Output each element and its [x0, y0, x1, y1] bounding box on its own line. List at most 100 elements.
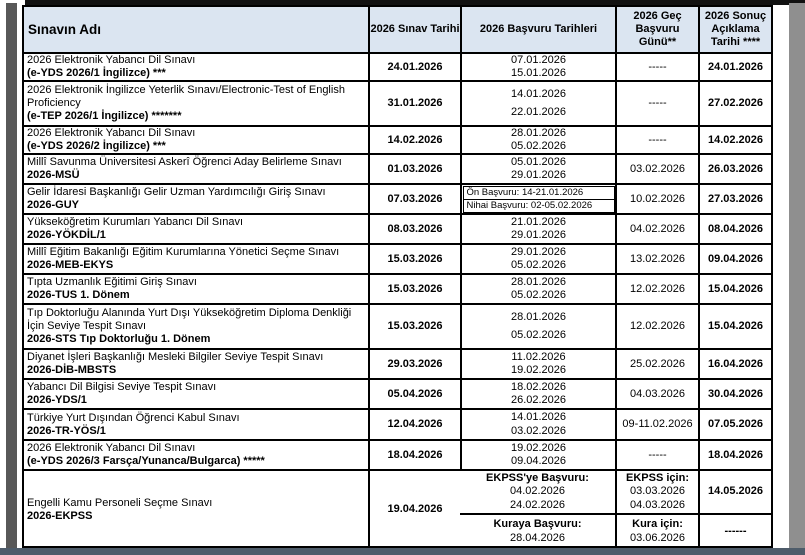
application-start: 19.02.2026 — [510, 441, 567, 454]
application-dates-cell: 28.01.2026 05.02.2026 — [460, 275, 615, 303]
exam-name-cell: Gelir İdaresi Başkanlığı Gelir Uzman Yar… — [24, 185, 368, 213]
result-date: 18.04.2026 — [707, 448, 764, 461]
application-dates-cell: 14.01.2026 22.01.2026 — [460, 82, 615, 125]
late-application-date: 09-11.02.2026 — [622, 418, 693, 430]
result-date: 14.02.2026 — [707, 133, 764, 146]
late-application-cell: 12.02.2026 — [615, 305, 698, 348]
application-end: 22.01.2026 — [510, 106, 567, 119]
ekpss-late-label: EKPSS için: — [626, 471, 689, 484]
application-start: 28.01.2026 — [510, 310, 567, 323]
late-application-cell: 03.02.2026 — [615, 155, 698, 183]
table-row-ekpss: Engelli Kamu Personeli Seçme Sınavı 2026-… — [24, 471, 771, 546]
late-application-date: 10.02.2026 — [629, 192, 686, 205]
exam-date-cell: 07.03.2026 — [368, 185, 460, 213]
table-row: Türkiye Yurt Dışından Öğrenci Kabul Sına… — [24, 410, 771, 441]
kura-late-label: Kura için: — [632, 518, 683, 530]
exam-date: 19.04.2026 — [387, 503, 443, 515]
application-end: 24.02.2026 — [509, 498, 566, 511]
page-edge-right — [789, 3, 805, 549]
late-application-cell: ----- — [615, 54, 698, 80]
late-application-date: 25.02.2026 — [629, 357, 686, 370]
header-result-date: 2026 Sonuç Açıklama Tarihi **** — [698, 7, 771, 52]
late-application-date: 13.02.2026 — [629, 252, 686, 265]
final-application-dates: Nihai Başvuru: 02-05.02.2026 — [466, 199, 593, 211]
exam-date: 18.04.2026 — [387, 448, 443, 461]
late-application-date: ----- — [648, 97, 667, 109]
exam-date: 15.03.2026 — [387, 252, 443, 265]
exam-date: 12.04.2026 — [387, 418, 443, 430]
exam-name: Tıp Doktorluğu Alanında Yurt Dışı Yüksek… — [27, 307, 352, 332]
result-date-cell: 24.01.2026 — [698, 54, 771, 80]
result-date: 27.03.2026 — [707, 192, 764, 205]
exam-code: (e-YDS 2026/1 İngilizce) *** — [27, 67, 166, 79]
table-row: Tıpta Uzmanlık Eğitimi Giriş Sınavı 2026-… — [24, 275, 771, 305]
exam-date-cell: 19.04.2026 — [368, 471, 460, 546]
table-row: 2026 Elektronik Yabancı Dil Sınavı (e-YDS… — [24, 441, 771, 471]
exam-name-cell: 2026 Elektronik Yabancı Dil Sınavı (e-YDS… — [24, 54, 368, 80]
application-end: 19.02.2026 — [510, 364, 567, 377]
late-application-date: 12.02.2026 — [629, 320, 686, 332]
exam-date: 01.03.2026 — [387, 162, 443, 175]
exam-code: 2026-GUY — [27, 199, 79, 211]
final-application-subcell: Nihai Başvuru: 02-05.02.2026 — [462, 198, 615, 213]
application-dates-cell: 21.01.2026 29.01.2026 — [460, 215, 615, 243]
table-row: Millî Eğitim Bakanlığı Eğitim Kurumların… — [24, 245, 771, 275]
application-start: 04.02.2026 — [509, 485, 566, 498]
application-dates-cell: 28.01.2026 05.02.2026 — [460, 127, 615, 153]
exam-date: 29.03.2026 — [387, 357, 443, 370]
exam-name: Tıpta Uzmanlık Eğitimi Giriş Sınavı — [27, 276, 197, 288]
exam-code: 2026-DİB-MBSTS — [27, 364, 117, 376]
late-start: 03.03.2026 — [629, 485, 686, 498]
late-application-cell: ----- — [615, 441, 698, 469]
header-late-application: 2026 Geç Başvuru Günü** — [615, 7, 698, 52]
exam-date-cell: 18.04.2026 — [368, 441, 460, 469]
exam-date-cell: 15.03.2026 — [368, 245, 460, 273]
exam-date-cell: 15.03.2026 — [368, 275, 460, 303]
result-date-cell: 09.04.2026 — [698, 245, 771, 273]
exam-date-cell: 14.02.2026 — [368, 127, 460, 153]
result-date-cell: 18.04.2026 — [698, 441, 771, 469]
result-date-cell: 16.04.2026 — [698, 350, 771, 378]
table-row: Tıp Doktorluğu Alanında Yurt Dışı Yüksek… — [24, 305, 771, 350]
exam-name: Millî Savunma Üniversitesi Askerî Öğrenc… — [27, 156, 342, 168]
result-date: 27.02.2026 — [707, 97, 764, 109]
result-date-cell: 14.05.2026 — [698, 471, 771, 513]
exam-code: 2026-STS Tıp Doktorluğu 1. Dönem — [27, 333, 211, 345]
late-application-cell: 04.03.2026 — [615, 380, 698, 408]
late-application-cell: EKPSS için: 03.03.2026 04.03.2026 — [615, 471, 698, 513]
exam-name-cell: Yükseköğretim Kurumları Yabancı Dil Sına… — [24, 215, 368, 243]
exam-date: 08.03.2026 — [387, 222, 443, 235]
result-date: 14.05.2026 — [707, 485, 764, 498]
exam-name-cell: Tıpta Uzmanlık Eğitimi Giriş Sınavı 2026-… — [24, 275, 368, 303]
late-application-cell: 04.02.2026 — [615, 215, 698, 243]
result-date-cell: 26.03.2026 — [698, 155, 771, 183]
exam-date: 31.01.2026 — [387, 97, 443, 109]
exam-date-cell: 05.04.2026 — [368, 380, 460, 408]
application-dates-cell: 18.02.2026 26.02.2026 — [460, 380, 615, 408]
table-row: Millî Savunma Üniversitesi Askerî Öğrenc… — [24, 155, 771, 185]
application-end: 05.02.2026 — [510, 140, 567, 152]
application-start: 14.01.2026 — [510, 411, 567, 423]
table-row: 2026 Elektronik Yabancı Dil Sınavı (e-YDS… — [24, 127, 771, 155]
exam-date: 15.03.2026 — [387, 282, 443, 295]
late-application-date: 04.02.2026 — [629, 222, 686, 235]
result-date-cell: 14.02.2026 — [698, 127, 771, 153]
late-application-cell: ----- — [615, 127, 698, 153]
application-dates-cell: 07.01.2026 15.01.2026 — [460, 54, 615, 80]
exam-name: Yükseköğretim Kurumları Yabancı Dil Sına… — [27, 216, 244, 228]
result-date: 30.04.2026 — [707, 387, 764, 400]
table-row: Diyanet İşleri Başkanlığı Mesleki Bilgil… — [24, 350, 771, 380]
header-application-dates-label: 2026 Başvuru Tarihleri — [479, 23, 598, 35]
exam-code: 2026-EKPSS — [27, 509, 93, 522]
exam-name-cell: 2026 Elektronik Yabancı Dil Sınavı (e-YDS… — [24, 441, 368, 469]
application-start: 28.01.2026 — [510, 127, 567, 139]
application-dates-cell: Ön Başvuru: 14-21.01.2026 Nihai Başvuru:… — [460, 185, 615, 213]
application-dates-cell: 14.01.2026 03.02.2026 — [460, 410, 615, 439]
exam-date: 05.04.2026 — [387, 387, 443, 400]
application-start: 29.01.2026 — [510, 245, 567, 258]
exam-name: 2026 Elektronik İngilizce Yeterlik Sınav… — [27, 84, 345, 109]
kura-application-date: 28.04.2026 — [509, 531, 566, 544]
late-application-date: ----- — [648, 60, 667, 73]
late-application-cell: Kura için: 03.06.2026 — [615, 515, 698, 546]
application-end: 05.02.2026 — [510, 259, 567, 272]
